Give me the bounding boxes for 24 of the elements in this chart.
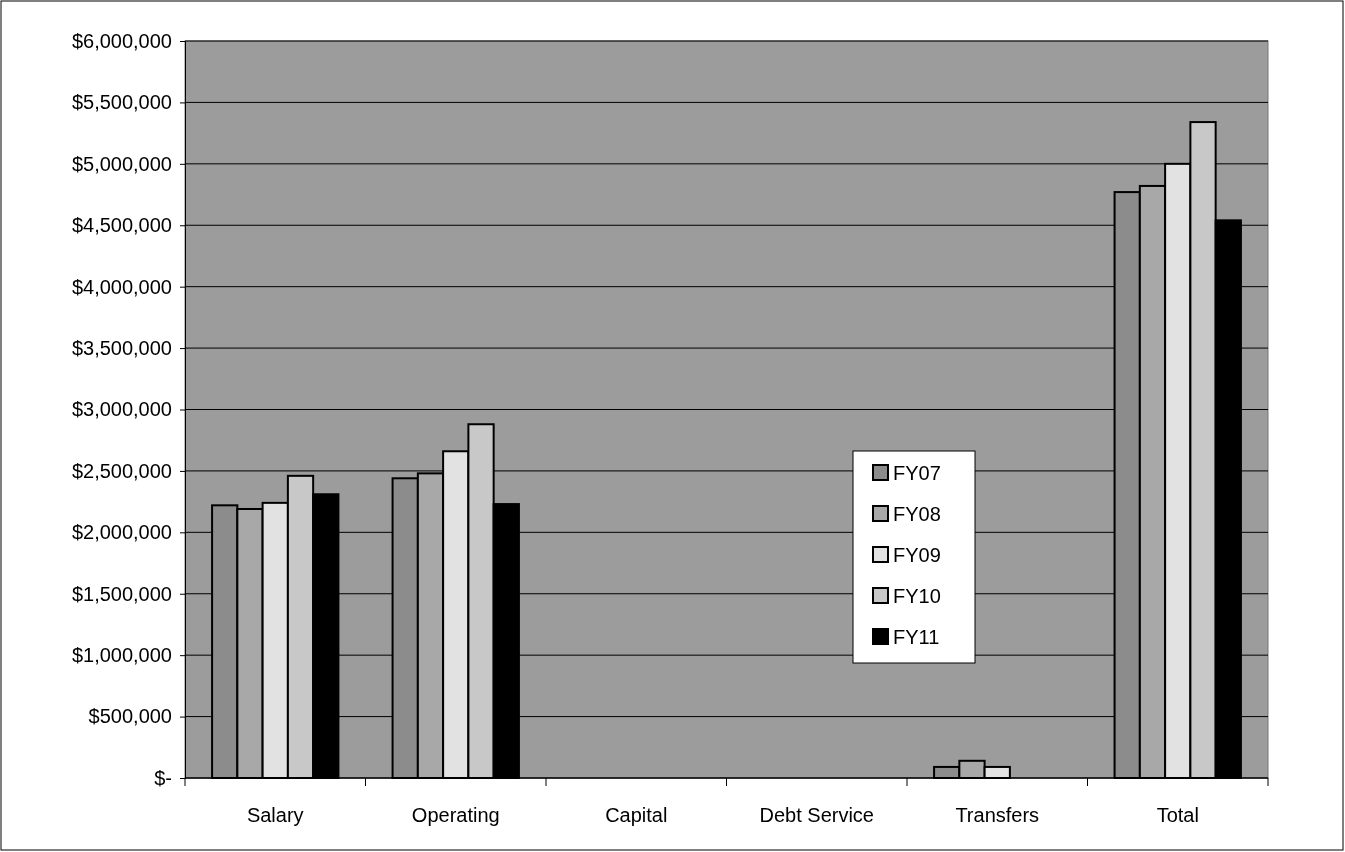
y-tick-label: $6,000,000: [71, 29, 172, 52]
legend-label: FY07: [893, 462, 941, 484]
y-tick-label: $500,000: [88, 705, 172, 728]
legend-label: FY09: [893, 544, 941, 566]
x-tick-label: Debt Service: [759, 804, 874, 827]
y-tick-label: $5,500,000: [71, 91, 172, 114]
y-tick-label: $1,000,000: [71, 644, 172, 667]
y-tick-label: $4,500,000: [71, 214, 172, 237]
x-tick-label: Transfers: [955, 804, 1040, 827]
legend-label: FY11: [893, 626, 940, 648]
x-tick-label: Operating: [411, 804, 500, 827]
legend-label: FY08: [893, 503, 941, 525]
y-tick-label: $4,000,000: [71, 275, 172, 298]
y-tick-label: $5,000,000: [71, 152, 172, 175]
y-tick-label: $3,500,000: [71, 336, 172, 359]
x-tick-label: Total: [1156, 804, 1199, 827]
y-tick-label: $3,000,000: [71, 398, 172, 421]
y-tick-label: $-: [154, 766, 172, 789]
x-tick-label: Salary: [246, 804, 304, 827]
x-tick-label: Capital: [605, 804, 668, 827]
y-tick-label: $2,500,000: [71, 459, 172, 482]
y-tick-label: $2,000,000: [71, 521, 172, 544]
y-tick-label: $1,500,000: [71, 582, 172, 605]
legend-label: FY10: [893, 585, 941, 607]
